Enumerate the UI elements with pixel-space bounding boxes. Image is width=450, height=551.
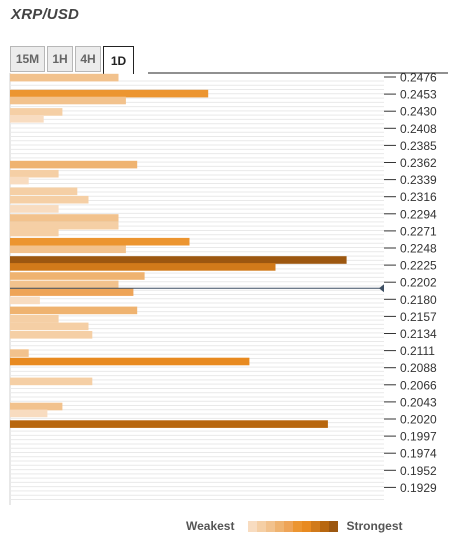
confluence-bar [10, 237, 190, 246]
axis-tick-label: 0.2453 [400, 88, 437, 102]
price-axis: 0.2476 0.2453 0.2430 0.2408 0.2385 0.2362 0.23… [384, 71, 437, 495]
axis-tick-label: 0.1929 [400, 481, 437, 495]
legend-swatch [266, 520, 276, 532]
confluence-bar [10, 331, 93, 339]
axis-tick-label: 0.1997 [400, 430, 437, 444]
axis-tick-label: 0.2066 [400, 378, 437, 392]
legend-swatch [302, 520, 312, 532]
confluence-bar [10, 187, 78, 196]
confluence-bar [10, 205, 59, 213]
confluence-bar [10, 263, 276, 271]
confluence-bar [10, 89, 209, 98]
axis-tick-label: 0.2385 [400, 139, 437, 153]
tab-1h[interactable]: 1H [47, 46, 73, 72]
tab-15m[interactable]: 15M [10, 46, 45, 72]
legend-strongest-label: Strongest [346, 519, 403, 533]
axis-tick-label: 0.2043 [400, 395, 437, 409]
confluence-bar [10, 315, 59, 323]
axis-tick-label: 0.2408 [400, 122, 437, 136]
chart-title: XRP/USD [11, 6, 80, 23]
axis-tick-label: 0.1974 [400, 447, 437, 461]
axis-tick-label: 0.2362 [400, 156, 437, 170]
axis-tick-label: 0.2134 [400, 327, 437, 341]
timeframe-tabs: 15M 1H 4H 1D [10, 46, 136, 74]
legend-swatch [257, 520, 267, 532]
legend-swatch [248, 520, 258, 532]
axis-tick-label: 0.2088 [400, 361, 437, 375]
legend-swatch [284, 520, 294, 532]
confluence-bar [10, 288, 134, 296]
confluence-bar [10, 221, 119, 230]
axis-tick-label: 0.2020 [400, 413, 437, 427]
axis-tick-label: 0.2271 [400, 224, 437, 238]
confluence-bar [10, 402, 63, 411]
legend-swatch [329, 520, 339, 532]
legend-weakest-label: Weakest [186, 519, 235, 533]
confluence-bar [10, 195, 89, 204]
confluence-bar [10, 245, 126, 254]
confluence-bar [10, 280, 119, 289]
bars [10, 73, 384, 428]
axis-tick-label: 0.2316 [400, 190, 437, 204]
confluence-bar [10, 357, 250, 366]
axis-tick-label: 0.1952 [400, 464, 437, 478]
legend-color-scale [248, 520, 339, 532]
confluence-bar [10, 322, 89, 331]
confluence-bar [10, 349, 29, 357]
axis-tick-label: 0.2202 [400, 276, 437, 290]
confluence-bar [10, 108, 63, 116]
axis-tick-label: 0.2339 [400, 173, 437, 187]
confluence-bar [10, 169, 59, 178]
axis-tick-label: 0.2476 [400, 71, 437, 85]
tab-4h[interactable]: 4H [75, 46, 101, 72]
strength-legend: Weakest Strongest [186, 518, 403, 534]
confluence-bar [10, 296, 40, 305]
tab-1d[interactable]: 1D [103, 46, 134, 74]
legend-swatch [293, 520, 303, 532]
axis-tick-label: 0.2294 [400, 207, 437, 221]
legend-swatch [320, 520, 330, 532]
axis-tick-label: 0.2430 [400, 105, 437, 119]
current-price-marker [379, 284, 384, 293]
axis-tick-label: 0.2157 [400, 310, 437, 324]
axis-tick-label: 0.2180 [400, 293, 437, 307]
confluence-bar [10, 176, 29, 185]
axis-tick-label: 0.2225 [400, 259, 437, 273]
confluence-bar [10, 409, 48, 418]
confluence-bar [10, 306, 138, 315]
legend-swatch [311, 520, 321, 532]
confluence-bar [10, 115, 44, 123]
axis-tick-label: 0.2111 [400, 344, 435, 358]
confluence-bar [10, 228, 59, 237]
confluence-bar [10, 256, 347, 264]
legend-swatch [275, 520, 285, 532]
confluence-bar [10, 272, 145, 280]
axis-tick-label: 0.2248 [400, 242, 437, 256]
confluence-bar [10, 160, 138, 169]
confluence-bar [10, 420, 328, 428]
confluence-bar [10, 96, 126, 105]
confluence-bar [10, 214, 119, 222]
confluence-bar [10, 377, 93, 386]
confluence-bar [10, 73, 119, 82]
